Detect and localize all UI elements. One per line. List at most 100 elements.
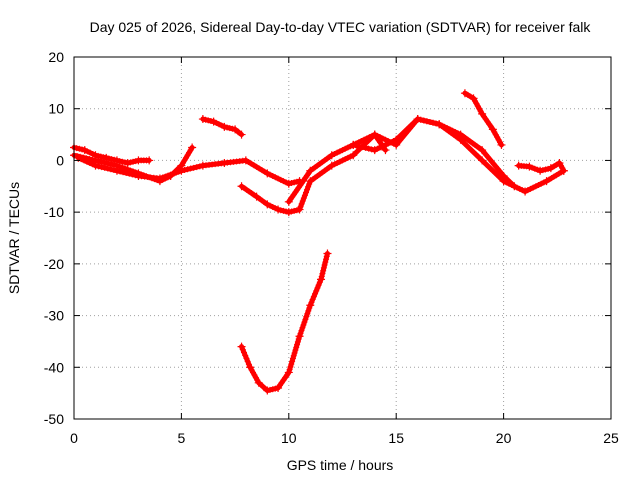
data-point-marker [110,167,117,174]
data-series-layer [70,89,568,395]
data-point-marker [289,355,296,362]
data-point-marker [244,358,251,365]
data-point-marker [323,253,330,260]
data-point [155,174,164,183]
data-point-marker [101,159,108,166]
data-point-marker [107,166,114,173]
series-arc-4 [198,115,246,139]
data-point-marker [365,145,372,152]
data-point-marker [342,156,349,163]
data-point [254,378,263,387]
data-point [327,161,336,170]
data-point-marker [308,299,315,306]
axis-ticks: 0 5 10 15 20 25 -50 -40 -30 -20 -10 0 10 20 [44,49,619,446]
y-tick-label: -40 [44,359,64,375]
data-point [478,109,487,118]
data-point-marker [283,179,290,186]
data-point-marker [104,165,111,172]
data-point [317,275,326,284]
data-point-marker [291,207,298,214]
data-point-marker [362,144,369,151]
data-point-marker [207,117,214,124]
data-point-marker [377,134,384,141]
data-point-marker [320,264,327,271]
data-point-marker [299,324,306,331]
data-point-marker [277,207,284,214]
data-point-marker [173,169,180,176]
data-point-marker [545,165,552,172]
data-point-marker [532,183,539,190]
data-point-marker [313,287,320,294]
data-point-marker [229,125,236,132]
data-point-marker [387,139,394,146]
data-point-marker [542,166,549,173]
data-point [323,249,332,258]
data-point-marker [299,198,306,205]
data-point-marker [98,164,105,171]
data-point-marker [129,171,136,178]
data-point-marker [360,136,367,143]
data-point-marker [374,145,381,152]
data-point-marker [159,174,166,181]
data-point-marker [305,307,312,314]
data-point-marker [322,259,329,266]
data-point [306,177,315,186]
data-point [198,115,207,124]
data-point-marker [78,156,85,163]
data-point-marker [269,172,276,179]
data-point-marker [123,169,130,176]
data-point [497,140,506,149]
data-point-marker [301,319,308,326]
data-point [231,125,240,134]
data-point-marker [215,121,222,128]
data-point-marker [89,161,96,168]
y-tick-label: -50 [44,411,64,427]
data-point [252,192,261,201]
data-point-marker [540,179,547,186]
data-point-marker [531,165,538,172]
data-point-marker [300,321,307,328]
data-point-marker [366,134,373,141]
data-point-marker [359,144,366,151]
data-point [284,197,293,206]
data-point [237,342,246,351]
data-point-marker [132,172,139,179]
data-point-marker [356,143,363,150]
data-point [478,156,487,165]
data-point-marker [474,103,481,110]
data-point-marker [334,149,341,156]
data-point [555,159,564,168]
data-point [209,117,218,126]
data-point-marker [344,144,351,151]
data-point-marker [309,296,316,303]
data-point-marker [508,181,515,188]
data-point [327,151,336,160]
y-tick-label: 0 [56,152,64,168]
data-point-marker [524,187,531,194]
data-point-marker [81,157,88,164]
data-point-marker [319,270,326,277]
data-point-marker [267,386,274,393]
data-point-marker [306,305,313,312]
data-point-marker [226,125,233,132]
data-point-marker [390,138,397,145]
data-point-marker [417,116,424,123]
data-point-marker [76,145,83,152]
data-point-marker [286,366,293,373]
data-point-marker [280,178,287,185]
data-point-marker [293,178,300,185]
x-tick-label: 20 [496,430,512,446]
data-point-marker [473,100,480,107]
data-point [145,156,154,165]
data-point-marker [314,284,321,291]
data-point [499,177,508,186]
data-point-marker [267,171,274,178]
data-point-marker [494,134,501,141]
data-point-marker [126,170,133,177]
data-point-marker [385,140,392,147]
data-point-marker [193,164,200,171]
data-point-marker [86,160,93,167]
plot-frame [73,56,612,420]
data-point [263,169,272,178]
data-point-marker [344,154,351,161]
